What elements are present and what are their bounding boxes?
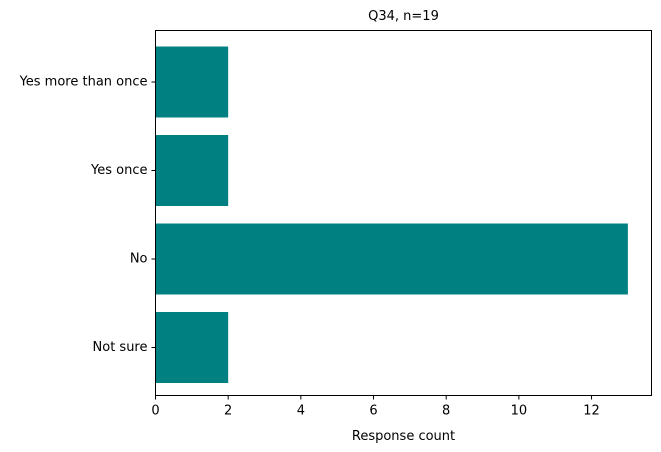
bar-no <box>155 223 628 295</box>
x-tick-label: 4 <box>297 404 305 419</box>
y-tick-label: Not sure <box>93 340 148 355</box>
chart-title: Q34, n=19 <box>368 9 439 24</box>
x-tick-label: 0 <box>151 404 159 419</box>
x-axis-label: Response count <box>352 429 455 444</box>
bar-yes-more-than-once <box>155 46 229 118</box>
x-tick-label: 10 <box>511 404 528 419</box>
y-tick-label: Yes once <box>90 163 147 178</box>
y-tick-label: Yes more than once <box>19 75 148 90</box>
plot-frame <box>155 30 652 396</box>
bar-yes-once <box>155 135 229 206</box>
x-tick-label: 2 <box>224 404 232 419</box>
y-tick-label: No <box>130 252 148 267</box>
x-tick-label: 8 <box>442 404 450 419</box>
bar-not-sure <box>155 312 229 383</box>
x-tick-label: 6 <box>369 404 377 419</box>
x-tick-label: 12 <box>583 404 600 419</box>
